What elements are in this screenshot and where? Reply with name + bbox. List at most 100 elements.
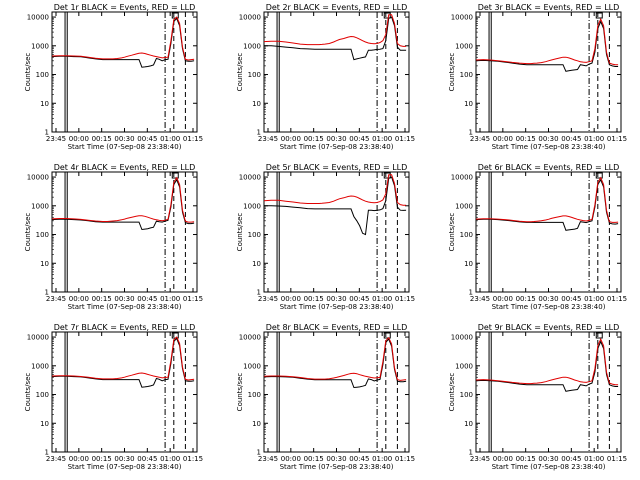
- x-tick-label: 00:00: [493, 135, 513, 143]
- x-tick-label: 00:45: [137, 455, 157, 463]
- y-tick-label: 1: [469, 129, 473, 137]
- x-tick-label: 01:15: [183, 135, 203, 143]
- x-tick-label: 01:00: [160, 295, 180, 303]
- x-axis-label: Start Time (07-Sep-08 23:38:40): [68, 303, 182, 311]
- panel-det-9: 1 10 100 1000 10000 23:45 00:00 00:15 00:30 00:45…: [448, 323, 627, 471]
- x-tick-label: 01:15: [183, 295, 203, 303]
- x-tick-label: 01:15: [607, 295, 627, 303]
- x-tick-label: 01:00: [372, 135, 392, 143]
- x-tick-label: 01:00: [372, 295, 392, 303]
- x-tick-label: 00:30: [326, 135, 346, 143]
- y-axis-label: Counts/sec: [24, 213, 32, 252]
- y-tick-label: 10: [40, 100, 49, 108]
- plot-frame: [51, 171, 198, 293]
- x-tick-label: 01:00: [584, 295, 604, 303]
- lld-series-line: [263, 336, 407, 381]
- y-tick-label: 1: [45, 289, 49, 297]
- y-tick-label: 1: [45, 449, 49, 457]
- x-tick-label: 01:00: [160, 135, 180, 143]
- events-series-line: [475, 20, 619, 72]
- panel-title: Det 1r BLACK = Events, RED = LLD: [54, 3, 196, 12]
- y-tick-label: 1: [257, 129, 261, 137]
- x-tick-label: 00:15: [92, 135, 112, 143]
- x-axis-label: Start Time (07-Sep-08 23:38:40): [68, 463, 182, 471]
- panel-title: Det 2r BLACK = Events, RED = LLD: [266, 3, 408, 12]
- panel-title: Det 4r BLACK = Events, RED = LLD: [54, 163, 196, 172]
- peak-marker: [383, 172, 391, 179]
- x-tick-label: 23:45: [258, 135, 278, 143]
- y-tick-label: 100: [36, 391, 49, 399]
- y-tick-label: 100: [460, 231, 473, 239]
- y-tick-label: 10000: [27, 334, 49, 342]
- x-tick-label: 00:45: [349, 295, 369, 303]
- peak-marker: [383, 332, 391, 339]
- panel-det-7: 1 10 100 1000 10000 23:45 00:00 00:15 00:30 00:45…: [24, 323, 203, 471]
- peak-marker: [595, 332, 603, 339]
- events-series-line: [264, 16, 407, 61]
- plot-frame: [475, 11, 622, 133]
- y-tick-label: 10: [464, 420, 473, 428]
- y-tick-label: 10: [464, 260, 473, 268]
- y-axis-label: Counts/sec: [448, 53, 456, 92]
- panel-det-3: 1 10 100 1000 10000 23:45 00:00 00:15 00:30 00:45…: [448, 3, 627, 151]
- y-axis-label: Counts/sec: [236, 53, 244, 92]
- y-tick-label: 10000: [239, 14, 261, 22]
- panel-title: Det 7r BLACK = Events, RED = LLD: [54, 323, 196, 332]
- peak-marker: [595, 172, 603, 179]
- x-tick-label: 00:00: [493, 295, 513, 303]
- lld-series-line: [475, 17, 619, 66]
- y-tick-label: 10000: [239, 174, 261, 182]
- y-tick-label: 100: [460, 391, 473, 399]
- x-tick-label: 00:15: [516, 135, 536, 143]
- x-tick-label: 23:45: [258, 295, 278, 303]
- panel-title: Det 8r BLACK = Events, RED = LLD: [266, 323, 408, 332]
- x-tick-label: 00:00: [69, 295, 89, 303]
- y-tick-label: 10000: [27, 174, 49, 182]
- lld-series-line: [51, 16, 195, 61]
- events-series-line: [51, 17, 195, 68]
- panel-title: Det 6r BLACK = Events, RED = LLD: [478, 163, 620, 172]
- x-tick-label: 00:45: [349, 455, 369, 463]
- x-tick-label: 00:30: [538, 135, 558, 143]
- x-tick-label: 00:00: [493, 455, 513, 463]
- y-tick-label: 100: [36, 231, 49, 239]
- y-tick-label: 1000: [243, 362, 261, 370]
- y-tick-label: 1000: [31, 362, 49, 370]
- events-series-line: [51, 337, 195, 388]
- panel-det-1: 1 10 100 1000 10000 23:45 00:00 00:15 00:30 00:45…: [24, 3, 203, 151]
- x-axis-label: Start Time (07-Sep-08 23:38:40): [492, 303, 606, 311]
- panel-det-6: 1 10 100 1000 10000 23:45 00:00 00:15 00:30 00:45…: [448, 163, 627, 311]
- x-axis-label: Start Time (07-Sep-08 23:38:40): [68, 143, 182, 151]
- x-tick-label: 00:30: [326, 455, 346, 463]
- y-tick-label: 10000: [451, 14, 473, 22]
- x-axis-label: Start Time (07-Sep-08 23:38:40): [280, 303, 394, 311]
- x-tick-label: 23:45: [470, 135, 490, 143]
- y-tick-label: 1000: [243, 202, 261, 210]
- y-tick-label: 1000: [31, 202, 49, 210]
- x-axis-label: Start Time (07-Sep-08 23:38:40): [492, 463, 606, 471]
- x-tick-label: 00:45: [561, 455, 581, 463]
- x-tick-label: 01:15: [395, 295, 415, 303]
- x-tick-label: 23:45: [46, 295, 66, 303]
- peak-marker: [171, 332, 179, 339]
- y-axis-label: Counts/sec: [448, 213, 456, 252]
- x-tick-label: 00:45: [561, 295, 581, 303]
- peak-marker: [383, 12, 391, 19]
- x-tick-label: 01:15: [607, 135, 627, 143]
- panel-title: Det 5r BLACK = Events, RED = LLD: [266, 163, 408, 172]
- y-axis-label: Counts/sec: [236, 373, 244, 412]
- y-tick-label: 100: [248, 391, 261, 399]
- x-tick-label: 01:15: [183, 455, 203, 463]
- peak-marker: [595, 12, 603, 19]
- x-tick-label: 00:15: [516, 455, 536, 463]
- y-tick-label: 10000: [451, 334, 473, 342]
- lld-series-line: [475, 337, 619, 386]
- y-tick-label: 10000: [239, 334, 261, 342]
- y-axis-label: Counts/sec: [24, 373, 32, 412]
- x-tick-label: 01:15: [607, 455, 627, 463]
- y-tick-label: 10: [252, 420, 261, 428]
- x-tick-label: 23:45: [470, 295, 490, 303]
- plot-frame: [51, 11, 198, 133]
- panel-det-8: 1 10 100 1000 10000 23:45 00:00 00:15 00:30 00:45…: [236, 323, 415, 471]
- x-tick-label: 01:15: [395, 455, 415, 463]
